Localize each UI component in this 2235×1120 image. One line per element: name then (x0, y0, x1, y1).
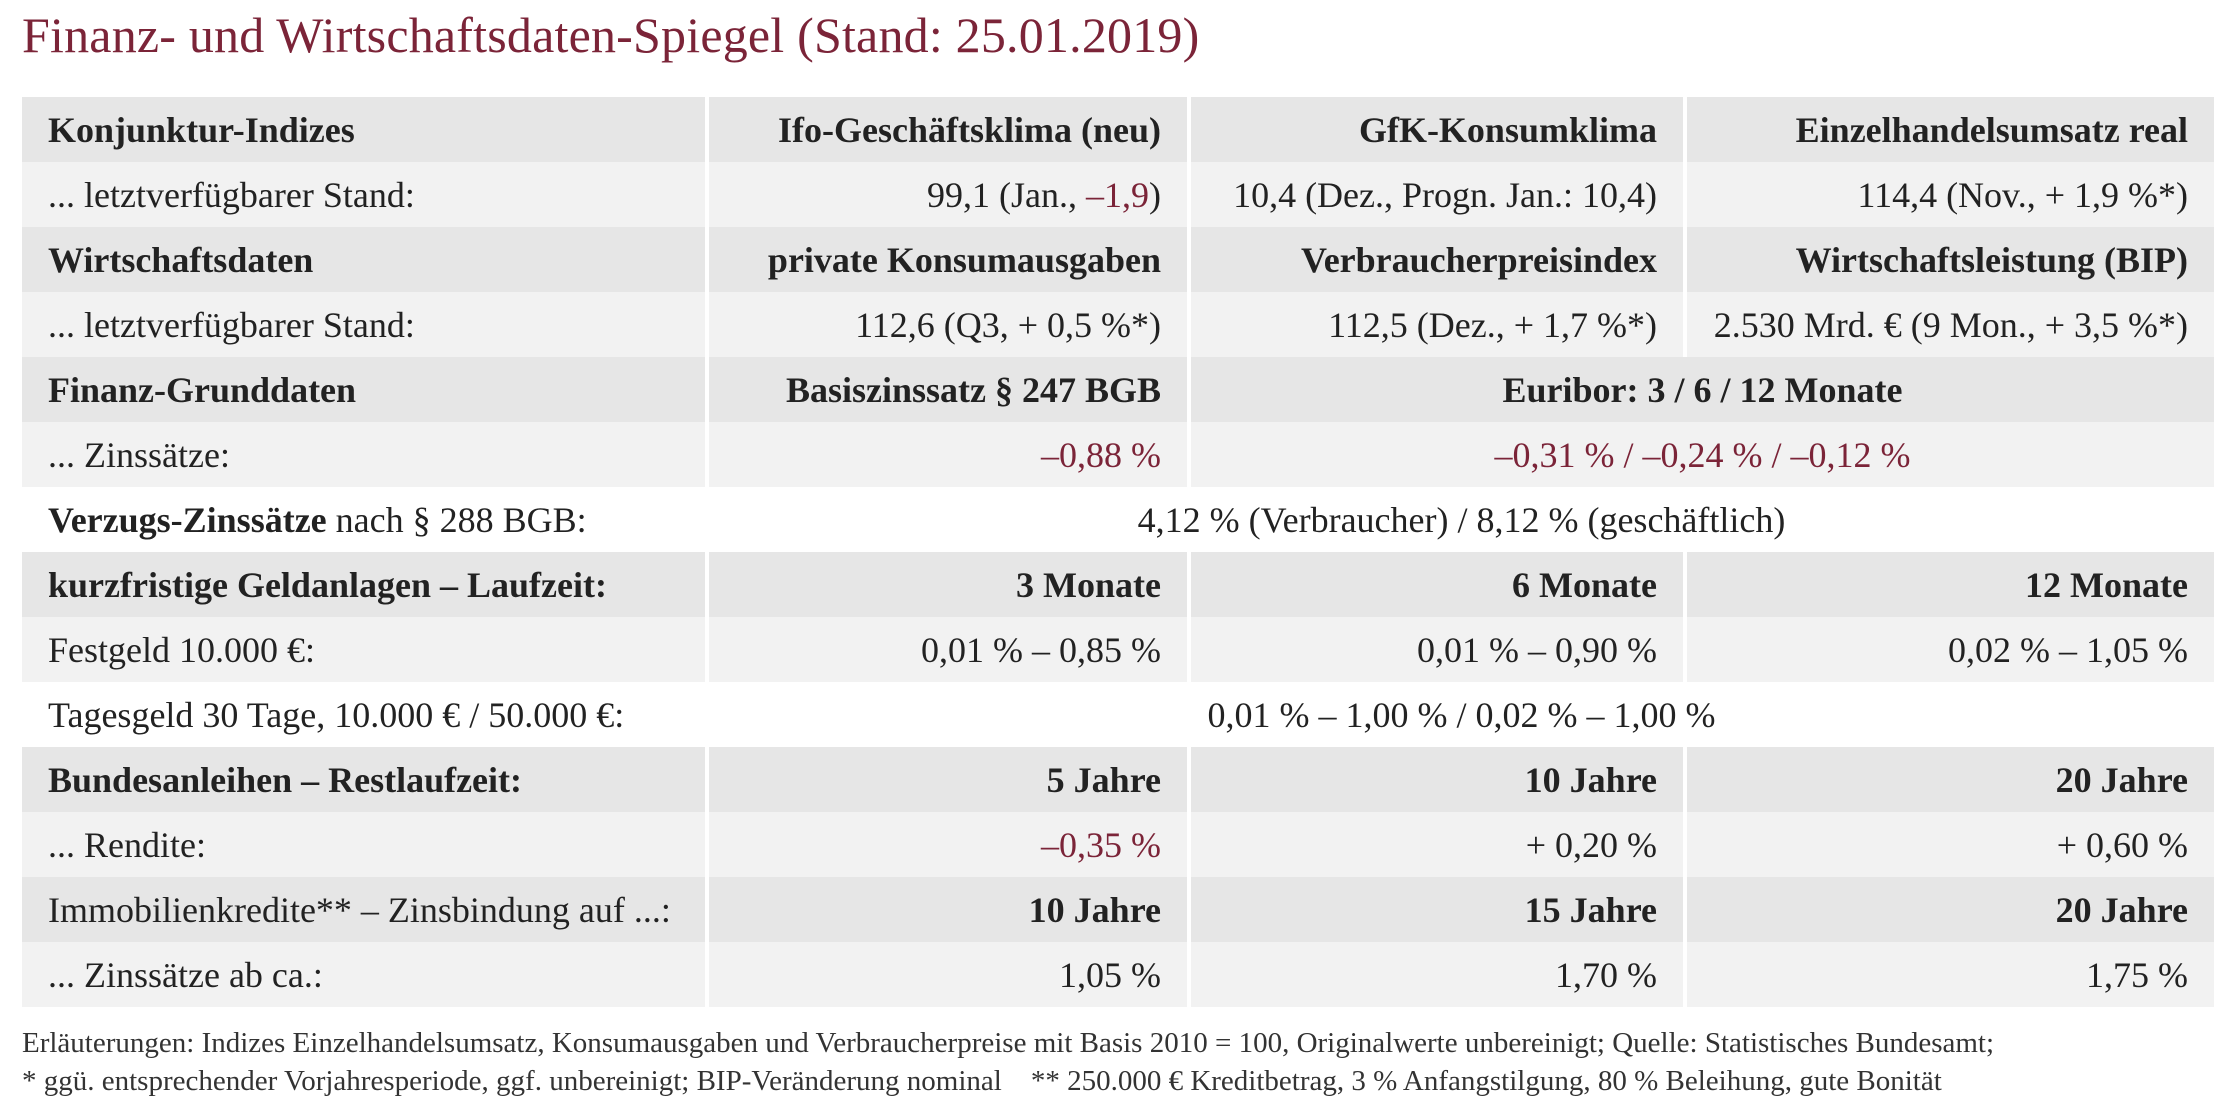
table-cell: 112,5 (Dez., + 1,7 %*) (1187, 292, 1685, 357)
row-header-label: Bundesanleihen – Restlaufzeit: (22, 747, 707, 812)
finanz-values-row: ... Zinssätze: –0,88 % –0,31 % / –0,24 %… (22, 422, 2214, 487)
immobilien-values-row: ... Zinssätze ab ca.: 1,05 % 1,70 % 1,75… (22, 942, 2214, 1007)
page-title: Finanz- und Wirtschaftsdaten-Spiegel (St… (22, 7, 1200, 63)
column-header: 10 Jahre (1187, 747, 1685, 812)
footnote-line: Erläuterungen: Indizes Einzelhandelsumsa… (22, 1027, 1995, 1059)
column-header: 20 Jahre (1683, 877, 2214, 942)
row-label: ... Zinssätze ab ca.: (22, 942, 707, 1007)
column-header: 20 Jahre (1683, 747, 2214, 812)
column-header: Basiszinssatz § 247 BGB (705, 357, 1189, 422)
table-cell: 0,01 % – 0,85 % (705, 617, 1189, 682)
einzelhandel-value: 114,4 (Nov., + 1,9 %*) (1683, 162, 2214, 227)
row-label: Verzugs-Zinssätze nach § 288 BGB: (22, 487, 707, 552)
column-header: GfK-Konsumklima (1187, 97, 1685, 162)
tagesgeld-value: 0,01 % – 1,00 % / 0,02 % – 1,00 % (705, 682, 2214, 747)
tagesgeld-row: Tagesgeld 30 Tage, 10.000 € / 50.000 €: … (22, 682, 2214, 747)
finanz-header-row: Finanz-Grunddaten Basiszinssatz § 247 BG… (22, 357, 2214, 422)
table-cell: 0,02 % – 1,05 % (1683, 617, 2214, 682)
ifo-value: 99,1 (Jan., –1,9) (705, 162, 1189, 227)
finance-data-table: Konjunktur-Indizes Ifo-Geschäftsklima (n… (22, 97, 2214, 1007)
bundesanleihen-header-row: Bundesanleihen – Restlaufzeit: 5 Jahre 1… (22, 747, 2214, 812)
konjunktur-header-row: Konjunktur-Indizes Ifo-Geschäftsklima (n… (22, 97, 2214, 162)
column-header: Verbraucherpreisindex (1187, 227, 1685, 292)
table-cell: 112,6 (Q3, + 0,5 %*) (705, 292, 1189, 357)
row-label: ... Zinssätze: (22, 422, 707, 487)
table-cell: 1,75 % (1683, 942, 2214, 1007)
basiszins-value: –0,88 % (705, 422, 1189, 487)
column-header: Einzelhandelsumsatz real (1683, 97, 2214, 162)
table-cell: –0,35 % (705, 812, 1189, 877)
footnote-line: * ggü. entsprechender Vorjahresperiode, … (22, 1065, 1942, 1097)
column-header: 3 Monate (705, 552, 1189, 617)
row-label: ... Rendite: (22, 812, 707, 877)
row-label: ... letztverfügbarer Stand: (22, 162, 707, 227)
festgeld-row: Festgeld 10.000 €: 0,01 % – 0,85 % 0,01 … (22, 617, 2214, 682)
rendite-row: ... Rendite: –0,35 % + 0,20 % + 0,60 % (22, 812, 2214, 877)
row-header-label: kurzfristige Geldanlagen – Laufzeit: (22, 552, 707, 617)
wirtschaft-values-row: ... letztverfügbarer Stand: 112,6 (Q3, +… (22, 292, 2214, 357)
verzug-value: 4,12 % (Verbraucher) / 8,12 % (geschäftl… (705, 487, 2214, 552)
footnotes: Erläuterungen: Indizes Einzelhandelsumsa… (22, 1024, 1994, 1100)
row-header-label: Konjunktur-Indizes (22, 97, 707, 162)
column-header: Ifo-Geschäftsklima (neu) (705, 97, 1189, 162)
row-label: ... letztverfügbarer Stand: (22, 292, 707, 357)
geldanlagen-header-row: kurzfristige Geldanlagen – Laufzeit: 3 M… (22, 552, 2214, 617)
verzug-row: Verzugs-Zinssätze nach § 288 BGB: 4,12 %… (22, 487, 2214, 552)
table-cell: 1,70 % (1187, 942, 1685, 1007)
column-header: 10 Jahre (705, 877, 1189, 942)
table-cell: + 0,60 % (1683, 812, 2214, 877)
row-header-label: Finanz-Grunddaten (22, 357, 707, 422)
wirtschaft-header-row: Wirtschaftsdaten private Konsumausgaben … (22, 227, 2214, 292)
column-header: 12 Monate (1683, 552, 2214, 617)
konjunktur-values-row: ... letztverfügbarer Stand: 99,1 (Jan., … (22, 162, 2214, 227)
table-cell: 2.530 Mrd. € (9 Mon., + 3,5 %*) (1683, 292, 2214, 357)
row-header-label: Immobilienkredite** – Zinsbindung auf ..… (22, 877, 707, 942)
column-header: 6 Monate (1187, 552, 1685, 617)
column-header: Wirtschaftsleistung (BIP) (1683, 227, 2214, 292)
gfk-value: 10,4 (Dez., Progn. Jan.: 10,4) (1187, 162, 1685, 227)
immobilien-header-row: Immobilienkredite** – Zinsbindung auf ..… (22, 877, 2214, 942)
column-header: Euribor: 3 / 6 / 12 Monate (1187, 357, 2214, 422)
table-cell: + 0,20 % (1187, 812, 1685, 877)
column-header: private Konsumausgaben (705, 227, 1189, 292)
row-label: Festgeld 10.000 €: (22, 617, 707, 682)
ifo-change: –1,9 (1086, 174, 1149, 215)
euribor-value: –0,31 % / –0,24 % / –0,12 % (1187, 422, 2214, 487)
table-cell: 0,01 % – 0,90 % (1187, 617, 1685, 682)
column-header: 5 Jahre (705, 747, 1189, 812)
table-cell: 1,05 % (705, 942, 1189, 1007)
row-header-label: Wirtschaftsdaten (22, 227, 707, 292)
column-header: 15 Jahre (1187, 877, 1685, 942)
row-label: Tagesgeld 30 Tage, 10.000 € / 50.000 €: (22, 682, 707, 747)
